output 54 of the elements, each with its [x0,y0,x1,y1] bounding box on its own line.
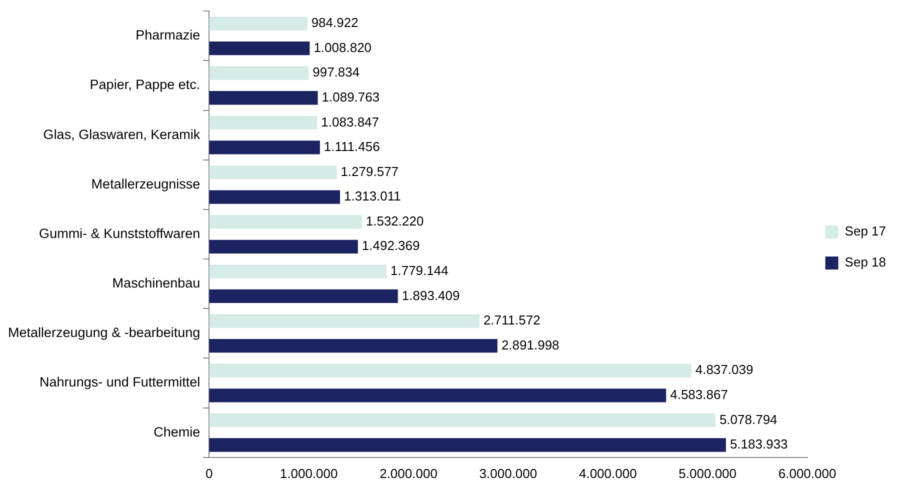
y-tick-label: Chemie [154,424,200,440]
x-tick-label: 1.000.000 [280,466,338,481]
data-label: 2.891.998 [501,337,560,352]
bar [209,388,666,402]
x-tick-label: 2.000.000 [380,466,438,481]
bar [209,41,310,56]
bar [209,116,318,130]
data-label: 1.089.763 [322,89,380,104]
y-tick-label: Glas, Glaswaren, Keramik [43,126,200,142]
data-label: 1.313.011 [344,188,401,204]
bar [209,413,716,428]
y-tick-label: Nahrungs- und Futtermittel [40,374,200,390]
bar [209,264,386,278]
data-label: 2.711.572 [483,312,540,328]
legend-label: Sep 18 [844,254,886,270]
x-tick-label: 6.000.000 [778,466,836,481]
bar [209,91,318,105]
data-label: 5.078.794 [719,412,778,427]
bar [209,339,498,353]
x-tick-label: 4.000.000 [578,466,637,481]
data-label: 997.834 [312,64,360,80]
bar [209,438,726,452]
data-label: 4.583.867 [670,386,728,402]
x-tick-label: 3.000.000 [479,466,538,481]
y-tick-label: Papier, Pappe etc. [90,77,200,92]
y-tick-label: Metallerzeugnisse [91,176,200,192]
data-label: 1.111.456 [324,139,380,154]
data-label: 1.492.369 [362,238,420,254]
bar [209,314,480,328]
data-label: 1.532.220 [366,213,424,228]
data-label: 1.083.847 [321,114,380,130]
x-tick-label: 0 [206,466,213,481]
y-tick-label: Maschinenbau [112,276,200,291]
y-tick-label: Gummi- & Kunststoffwaren [39,226,200,241]
data-label: 1.008.820 [314,40,372,55]
bar [209,364,692,378]
bar [209,140,320,154]
x-tick-label: 5.000.000 [678,466,737,481]
bar [209,240,358,254]
y-tick-label: Metallerzeugung & -bearbeitung [8,325,200,340]
data-label: 1.279.577 [340,164,399,179]
bar [209,289,398,304]
data-label: 4.837.039 [695,362,754,378]
y-tick-label: Pharmazie [136,28,200,43]
bar [209,165,337,180]
data-label: 1.779.144 [390,263,448,278]
legend-label: Sep 17 [844,224,886,239]
data-label: 5.183.933 [730,436,788,452]
bar [209,16,308,30]
bar [209,66,309,80]
data-label: 1.893.409 [402,288,460,303]
data-label: 984.922 [311,15,358,30]
bar [209,215,362,229]
bar [209,190,340,204]
